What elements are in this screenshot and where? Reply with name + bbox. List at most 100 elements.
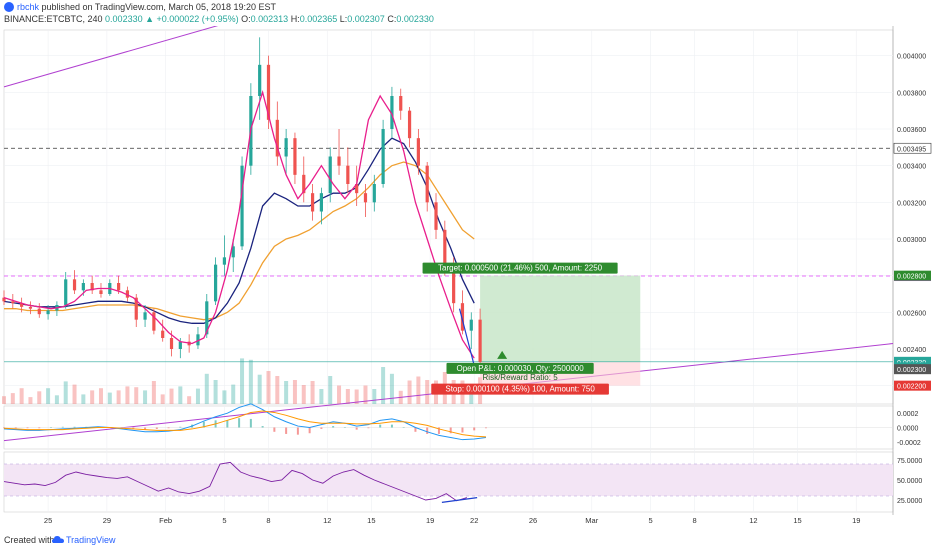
tradingview-user-icon <box>4 2 14 12</box>
ohlc-close-label: C: <box>387 14 397 24</box>
open-pnl-label: Open P&L: 0.000030, Qty: 2500000 <box>456 364 584 373</box>
candle-body <box>460 303 465 331</box>
volume-bar <box>213 380 218 404</box>
rsi-divergence-line <box>441 497 478 503</box>
candle-body <box>11 301 15 304</box>
macd-histogram-bar <box>414 427 417 432</box>
channel-line <box>3 26 219 88</box>
volume-bar <box>284 381 289 404</box>
x-tick-label: 26 <box>529 516 537 525</box>
candle-body <box>46 310 50 315</box>
volume-bar <box>407 380 412 404</box>
volume-bar <box>134 387 139 404</box>
volume-bar <box>425 380 430 404</box>
candle-body <box>81 283 85 291</box>
candle-body <box>363 193 368 203</box>
risk-reward-label: Risk/Reward Ratio: 5 <box>483 373 559 382</box>
candle-body <box>337 156 341 166</box>
price-tick-label: 0.002400 <box>897 347 926 354</box>
macd-histogram-bar <box>155 427 158 429</box>
candle-body <box>20 303 24 307</box>
target-label-bg <box>422 262 618 274</box>
volume-bar <box>328 376 333 404</box>
volume-bar <box>143 390 148 404</box>
candle-body <box>161 330 165 338</box>
macd-histogram-bar <box>437 427 440 434</box>
price-tag-label: 0.002300 <box>897 367 926 374</box>
candle-body <box>293 138 297 175</box>
volume-bar <box>416 376 421 404</box>
volume-bar <box>337 385 342 404</box>
x-tick-label: 8 <box>266 516 270 525</box>
macd-histogram-bar <box>132 427 135 429</box>
volume-bar <box>178 386 183 404</box>
candle-body <box>425 165 429 203</box>
open-pnl-label-bg <box>446 362 594 374</box>
macd-histogram-bar <box>367 427 370 429</box>
macd-histogram-bar <box>202 421 205 428</box>
macd-histogram-bar <box>273 427 276 432</box>
candle-body <box>284 138 288 157</box>
candle-body <box>231 246 235 258</box>
rsi-band <box>4 464 893 496</box>
candle-body <box>355 184 359 194</box>
ema-mid-line <box>3 137 475 324</box>
trend-line <box>458 308 475 366</box>
published-line: rbchk published on TradingView.com, Marc… <box>17 2 276 12</box>
candle-body <box>2 297 6 302</box>
ohlc-open-label: O: <box>241 14 251 24</box>
rsi-line <box>3 461 468 502</box>
volume-bar <box>389 373 394 404</box>
volume-bar <box>19 388 24 404</box>
candle-body <box>196 334 200 346</box>
x-tick-label: 12 <box>323 516 331 525</box>
x-tick-label: Feb <box>159 516 172 525</box>
candle-body <box>178 341 182 349</box>
macd-histogram-bar <box>449 427 452 434</box>
author-link[interactable]: rbchk <box>17 2 40 12</box>
volume-bar <box>81 394 86 404</box>
macd-histogram-bar <box>249 418 252 428</box>
target-zone <box>480 275 641 362</box>
candle-body <box>28 306 33 309</box>
volume-bar <box>310 381 315 404</box>
target-label: Target: 0.000500 (21.46%) 500, Amount: 2… <box>438 264 603 273</box>
tradingview-cloud-icon <box>52 536 64 543</box>
candle-body <box>143 312 147 320</box>
volume-bar <box>319 389 324 404</box>
macd-histogram-bar <box>61 426 64 428</box>
macd-line <box>3 403 487 441</box>
price-tag <box>894 380 931 391</box>
candle-body <box>258 64 262 96</box>
volume-bar <box>169 388 174 404</box>
chart-canvas[interactable]: 25 29 Feb 5 8 12 15 19 22 26 Mar 5 8 12 15 19 0.004000 0.… <box>0 26 932 531</box>
macd-histogram-bar <box>390 424 393 428</box>
candle-body <box>37 308 41 315</box>
price-tick-label: 0.003200 <box>897 200 926 207</box>
price-tick-label: 0.003600 <box>897 127 926 134</box>
macd-histogram-bar <box>261 426 264 428</box>
volume-bar <box>107 392 112 404</box>
created-with-text: Created with <box>4 535 55 545</box>
volume-bar <box>222 390 227 404</box>
published-text: published on TradingView.com, March 05, … <box>39 2 276 12</box>
candle-body <box>72 279 77 291</box>
x-tick-label: 15 <box>367 516 375 525</box>
macd-histogram-bar <box>50 427 53 428</box>
macd-histogram-bar <box>484 427 487 429</box>
x-tick-label: 25 <box>44 516 52 525</box>
candle-body <box>372 184 376 203</box>
volume-bar <box>10 393 15 404</box>
x-tick-label: 8 <box>693 516 697 525</box>
volume-bar <box>354 389 359 404</box>
x-tick-label: 5 <box>648 516 652 525</box>
symbol-line: BINANCE:ETCBTC, 240 0.002330 ▲ +0.000022… <box>4 14 434 24</box>
ema-slow-line <box>4 161 475 321</box>
volume-bar <box>2 396 6 404</box>
volume-bar <box>160 394 165 404</box>
tradingview-link[interactable]: TradingView <box>66 535 116 545</box>
chart-header: rbchk published on TradingView.com, Marc… <box>0 0 932 26</box>
x-tick-label: 15 <box>793 516 801 525</box>
macd-histogram-bar <box>167 427 170 429</box>
volume-bar <box>46 388 51 404</box>
